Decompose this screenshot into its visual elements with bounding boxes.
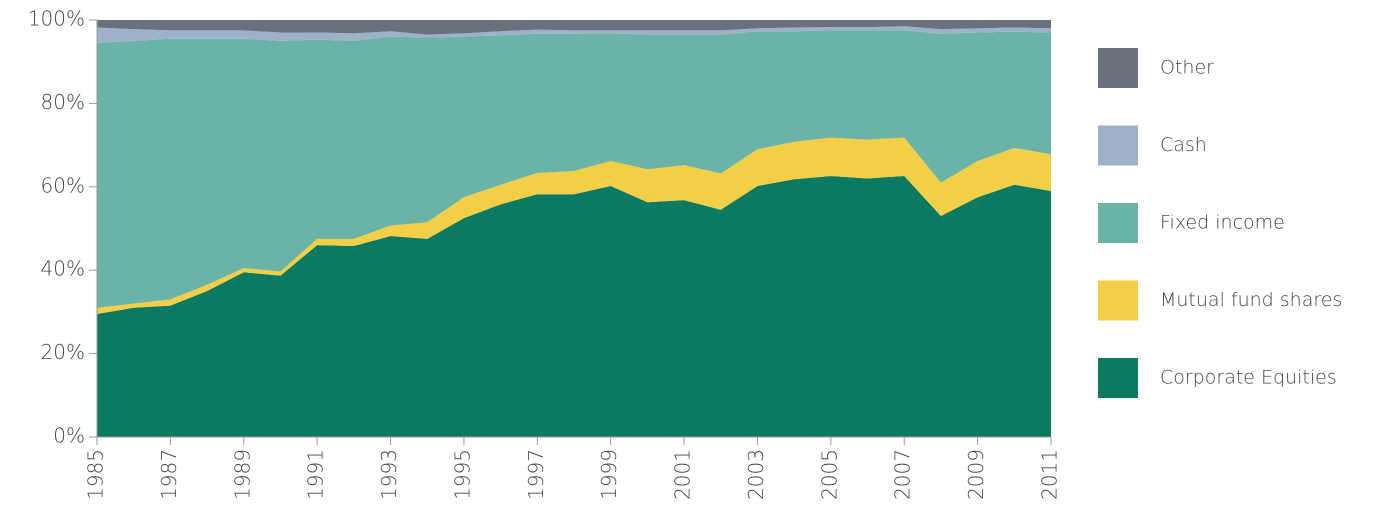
legend-label: Cash — [1160, 134, 1207, 156]
x-tick-label: 1989 — [230, 449, 254, 500]
legend-swatch — [1098, 48, 1138, 88]
x-tick-label: 1985 — [84, 449, 108, 500]
x-tick-label: 2003 — [744, 449, 768, 500]
x-tick-label: 1995 — [450, 449, 474, 500]
x-tick-label: 2007 — [891, 449, 915, 500]
legend-swatch — [1098, 358, 1138, 398]
area — [97, 137, 1051, 314]
x-tick-label: 2001 — [671, 449, 695, 500]
legend-swatch — [1098, 280, 1138, 321]
y-tick-label: 0% — [53, 424, 85, 448]
legend-swatch — [1098, 203, 1138, 243]
area — [97, 20, 1051, 35]
area — [97, 26, 1051, 43]
legend-swatch — [1098, 125, 1138, 166]
x-tick-label: 2005 — [817, 449, 841, 500]
y-tick-label: 80% — [41, 90, 85, 114]
area — [97, 30, 1051, 308]
x-tick-label: 2009 — [964, 449, 988, 500]
legend-label: Mutual fund shares — [1160, 289, 1342, 311]
x-tick-label: 1993 — [377, 449, 401, 500]
x-tick-label: 1997 — [524, 449, 548, 500]
legend-label: Other — [1160, 57, 1214, 79]
x-tick-label: 2011 — [1038, 449, 1062, 500]
y-tick-label: 40% — [41, 257, 85, 281]
x-tick-label: 1991 — [304, 449, 328, 500]
legend-label: Corporate Equities — [1160, 367, 1337, 389]
x-tick-label: 1987 — [157, 449, 181, 500]
y-tick-label: 60% — [41, 173, 85, 197]
y-tick-label: 100% — [28, 7, 85, 31]
x-tick-label: 1999 — [597, 449, 621, 500]
area — [97, 175, 1051, 437]
legend-label: Fixed income — [1160, 212, 1285, 234]
y-tick-label: 20% — [41, 340, 85, 364]
